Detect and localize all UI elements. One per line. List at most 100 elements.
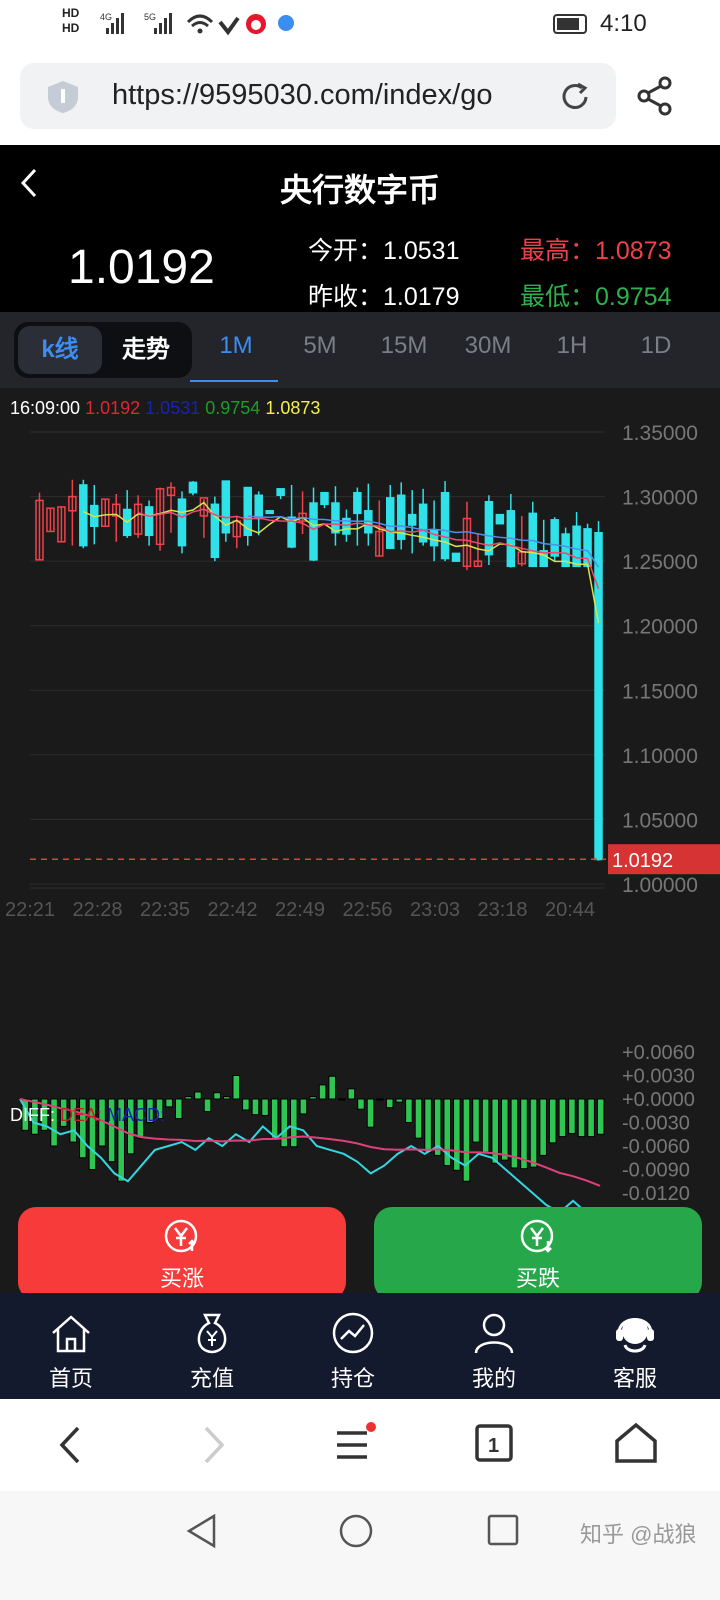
- macd-tick-label: -0.0120: [622, 1183, 690, 1205]
- candle-body: [188, 481, 198, 494]
- prev-close-label: 昨收：: [308, 283, 384, 311]
- nav-recharge[interactable]: 充值: [152, 1293, 272, 1399]
- candle-body: [309, 502, 318, 561]
- macd-bar: [146, 1098, 154, 1123]
- candle-body: [210, 503, 220, 559]
- sys-recents-icon[interactable]: [486, 1513, 522, 1549]
- open-label: 今开：: [308, 237, 384, 265]
- macd-bar: [510, 1098, 519, 1169]
- macd-bar: [405, 1098, 413, 1123]
- candle-body: [35, 499, 44, 561]
- battery-icon: [553, 14, 587, 34]
- tab-trend[interactable]: 走势: [122, 336, 170, 363]
- macd-bar: [433, 1098, 442, 1156]
- x-tick-label: 23:03: [410, 899, 460, 921]
- macd-bar: [174, 1098, 183, 1120]
- macd-bar: [328, 1075, 336, 1100]
- url-text: https://9595030.com/index/go: [112, 79, 493, 111]
- share-icon[interactable]: [636, 76, 674, 116]
- menu-icon[interactable]: [334, 1421, 380, 1465]
- candle-body: [342, 517, 351, 535]
- macd-bar: [107, 1098, 116, 1163]
- macd-bar: [539, 1098, 547, 1156]
- candle-body: [418, 503, 428, 543]
- sys-home-icon[interactable]: [336, 1511, 376, 1551]
- macd-tick-label: -0.0060: [622, 1136, 690, 1158]
- macd-bar: [376, 1098, 384, 1101]
- browser-back-icon[interactable]: [56, 1425, 86, 1465]
- back-icon[interactable]: [18, 167, 42, 199]
- nav-support[interactable]: 客服: [575, 1293, 695, 1399]
- candle-body: [68, 495, 77, 512]
- macd-label: MACD:: [107, 1105, 166, 1125]
- tab-1d[interactable]: 1D: [640, 332, 672, 359]
- candle-body: [462, 517, 472, 568]
- nav-label: 我的: [471, 1366, 516, 1391]
- legend-value: 1.0192: [85, 398, 141, 418]
- macd-bar: [117, 1098, 125, 1182]
- macd-bar: [126, 1098, 135, 1155]
- kline-chart[interactable]: 16:09:00 1.0192 1.0531 0.9754 1.0873 1.3…: [0, 388, 720, 1293]
- candle-body: [287, 516, 296, 548]
- reload-icon[interactable]: [558, 80, 592, 114]
- chart-legend: 16:09:00 1.0192 1.0531 0.9754 1.0873: [10, 398, 320, 419]
- x-tick-label: 22:21: [5, 899, 55, 921]
- macd-bar: [558, 1098, 567, 1138]
- chart-mode-toggle: k线 走势: [14, 322, 192, 378]
- macd-tick-label: +0.0000: [622, 1089, 695, 1111]
- nav-positions[interactable]: 持仓: [293, 1293, 413, 1399]
- macd-bar: [251, 1098, 260, 1116]
- browser-home-icon[interactable]: [614, 1421, 658, 1465]
- tab-kline[interactable]: k线: [18, 326, 102, 374]
- candle-body: [133, 503, 143, 535]
- macd-bar: [309, 1096, 317, 1100]
- yuan-up-icon: [164, 1219, 198, 1253]
- high-value: 1.0873: [595, 237, 672, 265]
- tab-30m[interactable]: 30M: [464, 332, 512, 359]
- nav-home[interactable]: 首页: [11, 1293, 131, 1399]
- candle-body: [276, 488, 285, 497]
- candle-body: [177, 498, 187, 547]
- candle-body: [166, 486, 176, 497]
- macd-bar: [520, 1098, 528, 1170]
- macd-bar: [165, 1098, 173, 1108]
- candle-body: [473, 560, 483, 568]
- candle-body: [583, 528, 592, 568]
- macd-tick-label: +0.0030: [622, 1066, 695, 1088]
- macd-bar: [385, 1098, 394, 1109]
- macd-bar: [203, 1098, 212, 1113]
- home-icon: [52, 1315, 90, 1353]
- chart-tabs: k线 走势 1M 5M 15M 30M 1H 1D: [0, 312, 720, 388]
- svg-text:1: 1: [488, 1435, 499, 1457]
- yuan-down-icon: [520, 1219, 554, 1253]
- buy-down-button[interactable]: 买跌: [374, 1207, 702, 1300]
- candle-body: [265, 510, 274, 515]
- buy-up-button[interactable]: 买涨: [18, 1207, 346, 1300]
- tab-1m[interactable]: 1M: [219, 332, 253, 359]
- candle-body: [484, 500, 494, 556]
- macd-bar: [79, 1098, 87, 1159]
- tabs-icon[interactable]: 1: [474, 1423, 516, 1465]
- macd-bar: [491, 1098, 500, 1164]
- nav-mine[interactable]: 我的: [434, 1293, 554, 1399]
- candle-body: [155, 488, 165, 546]
- open-value: 1.0531: [383, 237, 460, 265]
- tab-1h[interactable]: 1H: [556, 332, 588, 359]
- bottom-nav: 首页 充值 持仓 我的 客服: [0, 1293, 720, 1399]
- y-tick-label: 1.00000: [622, 874, 698, 897]
- candle-body: [331, 502, 340, 534]
- candle-body: [594, 531, 603, 861]
- address-field[interactable]: https://9595030.com/index/go: [20, 63, 616, 129]
- macd-bar: [50, 1098, 58, 1147]
- x-tick-label: 23:18: [478, 899, 528, 921]
- x-tick-label: 22:35: [140, 899, 190, 921]
- browser-forward-icon[interactable]: [198, 1425, 228, 1465]
- tab-5m[interactable]: 5M: [303, 332, 337, 359]
- x-tick-label: 20:44: [545, 899, 595, 921]
- macd-bar: [481, 1098, 490, 1153]
- tab-15m[interactable]: 15M: [380, 332, 428, 359]
- macd-bar: [414, 1098, 423, 1139]
- sys-back-icon[interactable]: [184, 1513, 220, 1549]
- macd-bar: [453, 1098, 461, 1171]
- y-tick-label: 1.05000: [622, 809, 698, 832]
